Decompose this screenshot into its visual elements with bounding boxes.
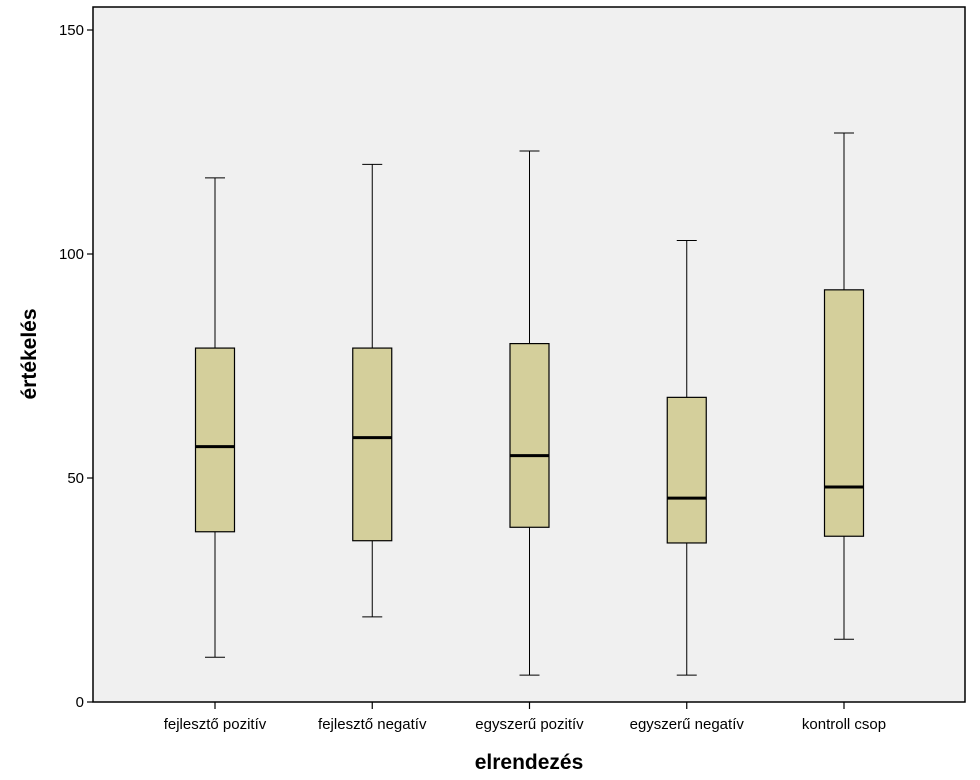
iqr-box — [666, 396, 707, 544]
box-group — [509, 150, 550, 676]
iqr-box — [823, 289, 865, 537]
iqr-box — [194, 347, 236, 533]
box-group — [352, 163, 393, 618]
y-tick-label: 100 — [59, 246, 84, 263]
x-tick-label: kontroll csop — [802, 716, 886, 733]
box-group — [194, 177, 236, 658]
boxes — [194, 132, 865, 676]
y-axis: 0 50 100 150 — [59, 22, 93, 711]
iqr-box — [509, 343, 550, 528]
x-axis-title: elrendezés — [475, 751, 584, 774]
y-tick-label: 0 — [76, 694, 84, 711]
y-tick-label: 50 — [67, 470, 84, 487]
box-group — [823, 132, 865, 640]
x-tick-label: fejlesztő negatív — [318, 716, 427, 733]
x-axis: fejlesztő pozitív fejlesztő negatív egysze… — [164, 702, 886, 733]
iqr-box — [352, 347, 393, 542]
box-group — [666, 240, 707, 676]
y-axis-title: értékelés — [18, 308, 41, 399]
x-tick-label: egyszerű negatív — [630, 716, 745, 733]
y-tick-label: 150 — [59, 22, 84, 39]
x-tick-label: fejlesztő pozitív — [164, 716, 267, 733]
x-tick-label: egyszerű pozitív — [475, 716, 584, 733]
